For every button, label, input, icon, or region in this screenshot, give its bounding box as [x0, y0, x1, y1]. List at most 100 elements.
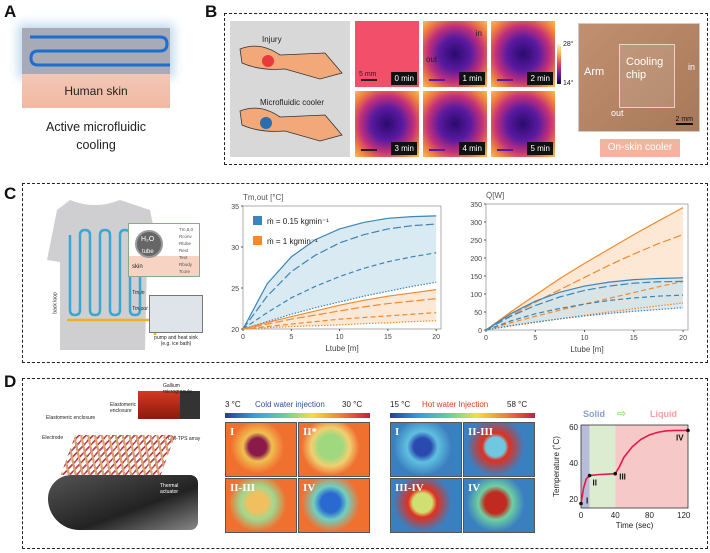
stage-marker: [613, 471, 618, 476]
time-tag: 5 min: [527, 142, 553, 155]
gallium-block: [138, 391, 200, 419]
x-tick-label: 40: [611, 511, 620, 520]
hot-tile: IV: [463, 478, 535, 533]
y-tick-label: 50: [474, 310, 482, 317]
caption-line: Active microfluidic: [45, 120, 147, 134]
h2o-label: H₂O: [141, 236, 155, 243]
cooling-chip: [619, 44, 675, 108]
cold-tile: II-III: [225, 478, 297, 533]
elastomeric-label-1: Elastomeric enclosure: [46, 415, 96, 421]
y-tick-label: 20: [231, 327, 239, 334]
in-label: in: [475, 29, 482, 38]
y-tick-label: 350: [470, 202, 482, 209]
series-line: [242, 223, 437, 330]
stage-marker-label: IV: [676, 433, 684, 442]
x-tick-label: 0: [241, 334, 245, 341]
electrode-array: [60, 435, 176, 475]
tube-label: tube: [142, 249, 154, 255]
cold-tile: IV: [298, 478, 370, 533]
thermal-resistance-labels: Tm,tt,0 Rconv Rtube Rext Text Rbody Tcor…: [179, 226, 193, 275]
series-line: [485, 294, 684, 331]
stage-label: I: [395, 426, 400, 438]
photo-out-label: out: [611, 108, 624, 118]
scale-bar: [497, 79, 513, 81]
stage-marker: [686, 428, 690, 433]
y-tick-label: 0: [478, 328, 482, 335]
arrow-right-icon: ⇨: [617, 408, 627, 420]
x-tick-label: 15: [384, 334, 392, 341]
panel-c-label: C: [4, 184, 17, 203]
panel-a-label: A: [4, 2, 17, 21]
time-tag: 2 min: [527, 72, 553, 85]
y-tick-label: 250: [470, 238, 482, 245]
panel-c-frame: [22, 183, 708, 363]
scale-bar: [429, 149, 445, 151]
scale-label: 5 mm: [359, 71, 377, 78]
series-line: [485, 277, 684, 331]
series-line: [485, 307, 684, 331]
time-tag: 0 min: [391, 72, 417, 85]
x-tick-label: 15: [630, 335, 638, 342]
stage-label: IV: [468, 482, 481, 494]
arm-cartoon: Injury Microfluidic cooler: [230, 21, 350, 157]
series-line: [242, 252, 437, 330]
legend-swatch: [253, 216, 262, 225]
time-tag: 3 min: [391, 142, 417, 155]
series-line: [485, 280, 684, 331]
band-blue: [243, 215, 437, 329]
panel-b-frame: [224, 13, 708, 165]
stage-label: II-III: [230, 482, 256, 494]
on-skin-photo: Arm Cooling chip in out 2 mm: [578, 23, 700, 132]
y-tick-label: 30: [231, 245, 239, 252]
region-transition: [589, 425, 616, 508]
x-axis-label: Time (sec): [616, 521, 654, 530]
tm-out-label: Tm,out: [132, 306, 148, 312]
t-label: Rtube: [179, 241, 192, 246]
skin-label: skin: [132, 264, 143, 270]
x-axis-label: Ltube [m]: [325, 344, 358, 353]
cooling-shirt-illustration: H₂O tube skin Tm,tt,0 Rconv Rtube Rext T…: [45, 200, 205, 352]
thermal-image-2min: 2 min: [491, 21, 555, 87]
cold-max: 30 °C: [342, 400, 363, 409]
region-solid: [581, 425, 590, 508]
scale-bar: [429, 79, 445, 81]
electrode-label: Electrode: [42, 435, 64, 441]
elastomeric-label-2: Elastomeric enclosure: [110, 402, 137, 414]
t-label: Text: [179, 255, 188, 260]
thermal-actuator-label: Thermal actuator: [160, 483, 179, 495]
series-line: [485, 280, 684, 331]
stage-label: II*: [303, 426, 318, 438]
arm-icon: [239, 45, 343, 142]
t-label: Rconv: [179, 234, 192, 239]
stage-label: III-IV: [395, 482, 424, 494]
y-tick-label: 100: [470, 292, 482, 299]
robotic-hand: [48, 475, 198, 530]
stage-marker-label: I: [586, 496, 588, 505]
injury-label: Injury: [262, 35, 282, 44]
tm-in-label: Tm,in: [132, 290, 145, 296]
hot-tile: III-IV: [390, 478, 462, 533]
region-liquid: [615, 425, 688, 508]
stage-label: IV: [303, 482, 316, 494]
gallium-label: Gallium microgranule: [163, 383, 192, 395]
panel-b-label: B: [205, 2, 218, 21]
panel-a-caption: Active microfluidic cooling: [22, 118, 170, 154]
series-line: [242, 289, 437, 330]
stage-marker-label: II: [593, 479, 597, 488]
y-tick-label: 300: [470, 220, 482, 227]
x-tick-label: 5: [289, 334, 293, 341]
hot-title: Hot water Injection: [422, 400, 489, 409]
hot-tile: I: [390, 422, 462, 477]
chart-title: Tm,out [°C]: [243, 193, 284, 202]
y-axis-label: Temperature (˚C): [552, 436, 561, 497]
on-skin-cooler-label: On-skin cooler: [600, 139, 680, 157]
hot-max: 58 °C: [507, 400, 528, 409]
time-tag: 4 min: [459, 142, 485, 155]
solid-label: Solid: [583, 409, 605, 419]
thermal-image-1min: in out 1 min: [423, 21, 487, 87]
legend-label: ṁ = 1 kgmin⁻¹: [267, 237, 318, 246]
temperature-curve: [580, 429, 688, 504]
stage-marker: [579, 501, 583, 506]
plot-area: [580, 424, 689, 509]
tm-out-chart: Tm,out [°C] 0 5 10 15 20 20 25 30 35 Ltube [m] ṁ = …: [231, 193, 442, 353]
